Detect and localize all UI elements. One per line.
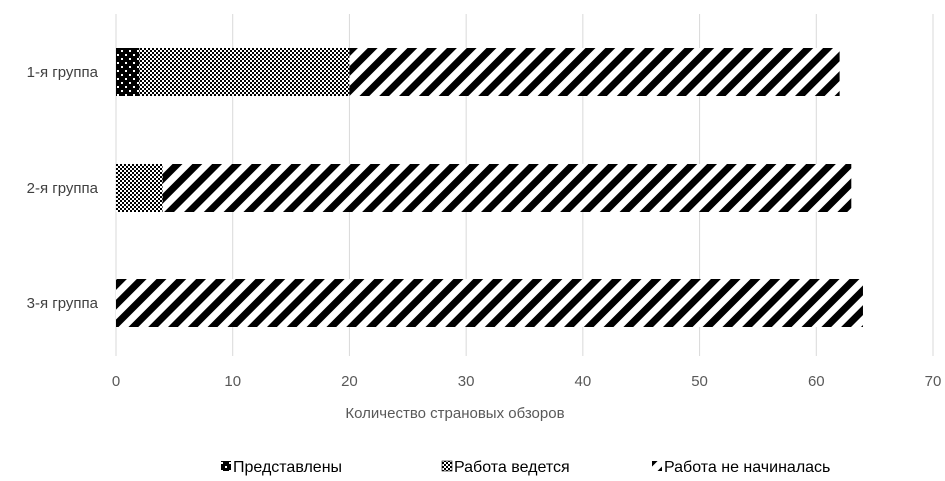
bar-segment bbox=[116, 48, 140, 96]
x-tick-label: 70 bbox=[925, 373, 942, 390]
x-tick-label: 10 bbox=[224, 373, 241, 390]
bars bbox=[116, 48, 863, 327]
x-tick-label: 30 bbox=[458, 373, 475, 390]
legend-label: Работа ведется bbox=[454, 459, 570, 476]
legend-swatch bbox=[652, 461, 662, 471]
legend-label: Представлены bbox=[233, 459, 342, 476]
category-label: 2-я группа bbox=[27, 180, 99, 197]
category-label: 3-я группа bbox=[27, 295, 99, 312]
category-label: 1-я группа bbox=[27, 64, 99, 81]
bar-segment bbox=[162, 164, 852, 212]
bar-segment bbox=[139, 48, 350, 96]
legend-swatch bbox=[221, 461, 231, 471]
category-labels: 1-я группа 2-я группа 3-я группа bbox=[27, 64, 99, 312]
legend-label: Работа не начиналась bbox=[664, 459, 830, 476]
bar-segment bbox=[116, 164, 163, 212]
legend-swatch bbox=[441, 460, 453, 472]
x-tick-label: 60 bbox=[808, 373, 825, 390]
x-tick-label: 20 bbox=[341, 373, 358, 390]
x-tick-label: 50 bbox=[691, 373, 708, 390]
x-tick-label: 0 bbox=[112, 373, 120, 390]
x-axis-ticks: 0 10 20 30 40 50 60 70 bbox=[112, 373, 942, 390]
bar-segment bbox=[349, 48, 840, 96]
bar-segment bbox=[116, 279, 863, 327]
x-axis-title: Количество страновых обзоров bbox=[345, 405, 564, 422]
legend: Представлены Работа ведется Работа не начи… bbox=[221, 459, 830, 476]
x-tick-label: 40 bbox=[575, 373, 592, 390]
